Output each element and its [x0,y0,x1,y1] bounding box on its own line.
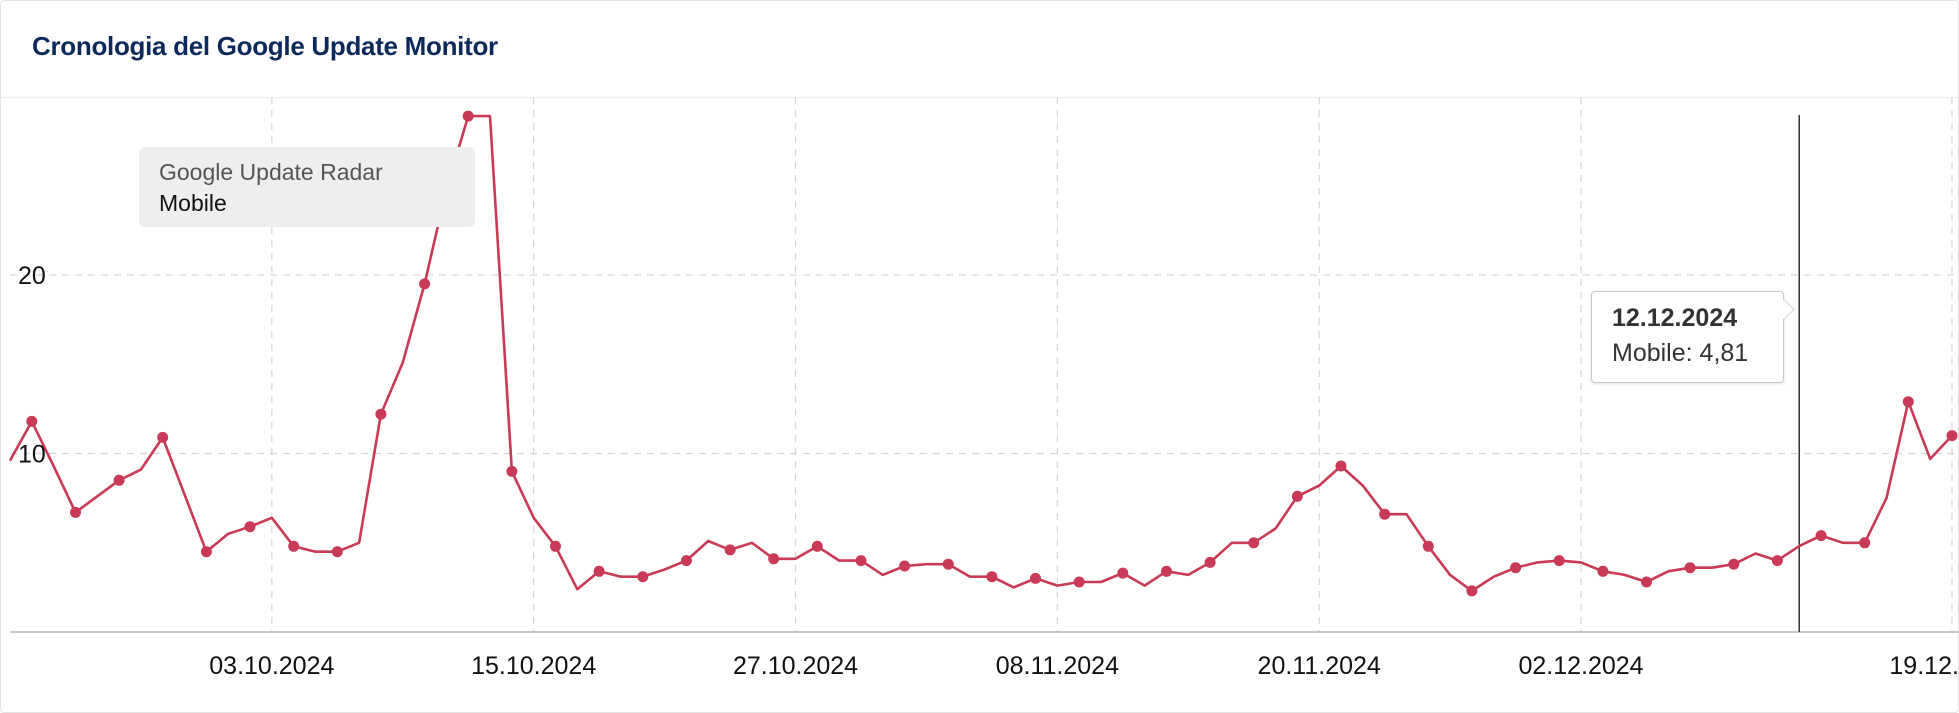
data-point[interactable] [1466,585,1478,597]
data-point[interactable] [331,546,343,558]
x-tick-labels: 03.10.2024 15.10.2024 27.10.2024 08.11.2024… [209,652,1959,680]
data-point[interactable] [288,540,300,552]
x-tick-label: 08.11.2024 [996,652,1119,680]
data-point[interactable] [1641,576,1652,588]
x-tick-label: 20.11.2024 [1258,652,1381,680]
data-point[interactable] [1204,556,1216,568]
data-point[interactable] [724,544,736,556]
data-point[interactable] [244,521,256,533]
y-tick-label: 10 [18,441,46,469]
data-point[interactable] [1553,555,1565,567]
data-point[interactable] [1815,530,1827,542]
data-point[interactable] [1902,396,1914,408]
data-point[interactable] [1030,572,1041,584]
data-point[interactable] [1335,460,1347,472]
data-point[interactable] [1597,565,1609,577]
data-point[interactable] [200,546,212,558]
data-point[interactable] [593,565,605,577]
data-point[interactable] [986,571,998,583]
series-points [26,110,1958,597]
data-point[interactable] [1771,555,1783,567]
data-point[interactable] [1728,558,1740,570]
page-title: Cronologia del Google Update Monitor [32,31,498,61]
data-point[interactable] [26,415,38,427]
x-tick-label: 19.12.2024 [1889,652,1959,680]
data-point[interactable] [637,571,649,583]
data-point[interactable] [1946,430,1958,442]
x-tick-label: 02.12.2024 [1518,652,1643,680]
data-point[interactable] [419,278,431,290]
data-point[interactable] [70,506,81,518]
data-point[interactable] [1291,490,1303,502]
data-point[interactable] [1684,562,1696,574]
data-point[interactable] [1073,576,1085,588]
line-chart[interactable]: 10 20 03.10.2024 15.10.2024 27.10.2024 08.11… [0,97,1959,713]
y-tick-labels: 10 20 [18,262,46,469]
x-tick-label: 03.10.2024 [209,652,334,680]
data-point[interactable] [1510,562,1522,574]
chart-tooltip: 12.12.2024 Mobile: 4,81 [1591,291,1784,383]
data-point[interactable] [375,408,387,420]
x-tick-label: 15.10.2024 [471,652,596,680]
data-point[interactable] [811,540,823,552]
data-point[interactable] [1117,567,1129,579]
data-point[interactable] [157,431,169,443]
data-point[interactable] [1859,537,1871,549]
tooltip-date: 12.12.2024 [1612,304,1738,332]
data-point[interactable] [899,560,911,572]
data-point[interactable] [1422,540,1434,552]
legend[interactable]: Google Update Radar Mobile [139,147,475,227]
legend-item-mobile[interactable]: Mobile [159,190,227,216]
data-point[interactable] [1161,565,1172,577]
data-point[interactable] [1379,508,1391,520]
tooltip-value: Mobile: 4,81 [1612,339,1749,367]
data-point[interactable] [942,558,954,570]
data-point[interactable] [855,555,867,567]
data-point[interactable] [680,555,692,567]
x-tick-label: 27.10.2024 [733,652,858,680]
y-tick-label: 20 [18,262,46,290]
data-point[interactable] [462,110,474,122]
data-point[interactable] [768,553,780,565]
data-point[interactable] [506,465,518,477]
card-header: Cronologia del Google Update Monitor [1,1,1958,98]
data-point[interactable] [550,540,561,552]
x-gridlines [271,97,1953,632]
data-point[interactable] [1248,537,1260,549]
data-point[interactable] [113,474,125,486]
legend-title: Google Update Radar [159,159,383,185]
